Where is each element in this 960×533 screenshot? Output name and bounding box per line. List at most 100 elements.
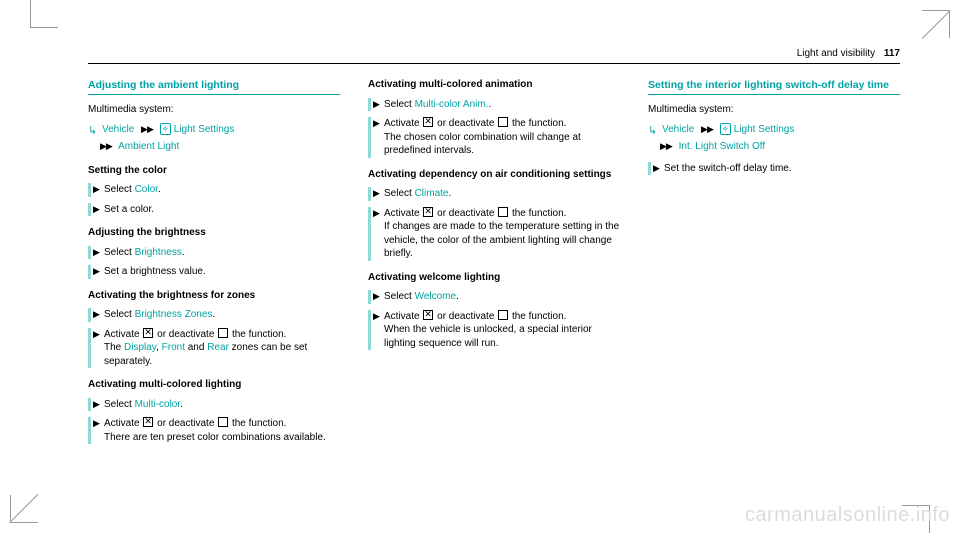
step: ▶Select Multi-color.: [88, 398, 340, 412]
page-content: Light and visibility 117 Adjusting the a…: [88, 48, 900, 503]
nav-sep-icon: ▶▶: [100, 141, 112, 151]
checkbox-off-icon: [218, 328, 228, 338]
checkbox-off-icon: [498, 207, 508, 217]
nav-arrow-icon: ↳: [648, 124, 657, 139]
step-text: Select: [104, 247, 135, 258]
menu-multicolor-anim: Multi-color Anim.: [415, 99, 489, 110]
nav-sep-icon: ▶▶: [701, 124, 713, 134]
step-text: or deactivate: [154, 418, 217, 429]
step: ▶Activate or deactivate the function.The…: [88, 328, 340, 369]
step-arrow-icon: ▶: [93, 203, 100, 215]
step-arrow-icon: ▶: [373, 290, 380, 302]
header-section: Light and visibility: [797, 48, 875, 59]
step-text: the function.: [229, 329, 286, 340]
step-text: Activate: [104, 418, 142, 429]
step: ▶Select Brightness Zones.: [88, 308, 340, 322]
step-text: Select: [104, 399, 135, 410]
watermark: carmanualsonline.info: [745, 504, 950, 527]
checkbox-on-icon: [143, 328, 153, 338]
step-arrow-icon: ▶: [93, 183, 100, 195]
nav-path: ↳ Vehicle ▶▶ ⟡ Light Settings: [648, 123, 900, 137]
step-text: Set a color.: [104, 204, 154, 215]
step-text: or deactivate: [434, 311, 497, 322]
column-1: Adjusting the ambient lighting Multimedi…: [88, 78, 340, 450]
zone-front: Front: [162, 342, 185, 353]
checkbox-on-icon: [143, 417, 153, 427]
step-text: Select: [104, 309, 135, 320]
subhead-zones: Activating the brightness for zones: [88, 289, 340, 303]
step-arrow-icon: ▶: [93, 308, 100, 320]
step-arrow-icon: ▶: [93, 417, 100, 429]
checkbox-off-icon: [498, 117, 508, 127]
step-arrow-icon: ▶: [373, 207, 380, 219]
step-text: or deactivate: [434, 118, 497, 129]
checkbox-off-icon: [218, 417, 228, 427]
step-text: or deactivate: [154, 329, 217, 340]
step-text: There are ten preset color combinations …: [104, 432, 326, 443]
section-title: Setting the interior lighting switch-off…: [648, 78, 900, 95]
step: ▶Select Climate.: [368, 187, 620, 201]
checkbox-off-icon: [498, 310, 508, 320]
step-text: When the vehicle is unlocked, a special …: [384, 324, 592, 349]
crop-mark-bl: [10, 495, 38, 523]
zone-display: Display: [124, 342, 156, 353]
nav-vehicle: Vehicle: [102, 124, 134, 135]
crop-mark-tl: [30, 0, 58, 28]
step-text: Set a brightness value.: [104, 266, 206, 277]
subhead-climate: Activating dependency on air conditionin…: [368, 168, 620, 182]
intro-text: Multimedia system:: [648, 103, 900, 117]
step-text: the function.: [509, 208, 566, 219]
step-text: the function.: [229, 418, 286, 429]
step-arrow-icon: ▶: [373, 98, 380, 110]
step-arrow-icon: ▶: [93, 265, 100, 277]
step-arrow-icon: ▶: [373, 117, 380, 129]
step-text: Select: [384, 188, 415, 199]
step-text: or deactivate: [434, 208, 497, 219]
step-text: Select: [104, 184, 135, 195]
step-text: Activate: [384, 311, 422, 322]
light-settings-icon: ⟡: [160, 123, 171, 135]
intro-text: Multimedia system:: [88, 103, 340, 117]
step: ▶Select Color.: [88, 183, 340, 197]
nav-vehicle: Vehicle: [662, 124, 694, 135]
subhead-brightness: Adjusting the brightness: [88, 226, 340, 240]
zone-rear: Rear: [207, 342, 229, 353]
crop-mark-tr: [922, 10, 950, 38]
step: ▶Activate or deactivate the function.Whe…: [368, 310, 620, 351]
step-arrow-icon: ▶: [93, 328, 100, 340]
menu-multicolor: Multi-color: [135, 399, 181, 410]
step-text: the function.: [509, 118, 566, 129]
nav-light-settings: Light Settings: [174, 124, 235, 135]
step-arrow-icon: ▶: [93, 246, 100, 258]
column-2: Activating multi-colored animation ▶Sele…: [368, 78, 620, 450]
nav-int-light: Int. Light Switch Off: [679, 141, 766, 152]
step: ▶Select Multi-color Anim..: [368, 98, 620, 112]
step-text: Set the switch-off delay time.: [664, 163, 792, 174]
subhead-welcome: Activating welcome lighting: [368, 271, 620, 285]
menu-brightness: Brightness: [135, 247, 182, 258]
step-arrow-icon: ▶: [373, 310, 380, 322]
menu-brightness-zones: Brightness Zones: [135, 309, 213, 320]
step-arrow-icon: ▶: [373, 187, 380, 199]
nav-light-settings: Light Settings: [734, 124, 795, 135]
checkbox-on-icon: [423, 207, 433, 217]
menu-color: Color: [135, 184, 158, 195]
nav-sep-icon: ▶▶: [660, 141, 672, 151]
step-text: and: [185, 342, 207, 353]
menu-welcome: Welcome: [415, 291, 457, 302]
step-arrow-icon: ▶: [653, 162, 660, 174]
step-text: The chosen color combination will change…: [384, 132, 581, 157]
nav-path-2: ▶▶ Int. Light Switch Off: [648, 140, 900, 154]
nav-ambient: Ambient Light: [118, 141, 179, 152]
light-settings-icon: ⟡: [720, 123, 731, 135]
column-3: Setting the interior lighting switch-off…: [648, 78, 900, 450]
nav-arrow-icon: ↳: [88, 124, 97, 139]
step: ▶ Set the switch-off delay time.: [648, 162, 900, 176]
section-title: Adjusting the ambient lighting: [88, 78, 340, 95]
step-text: Activate: [384, 118, 422, 129]
menu-climate: Climate: [415, 188, 449, 199]
step-text: Select: [384, 291, 415, 302]
checkbox-on-icon: [423, 310, 433, 320]
step: ▶ Activate or deactivate the function. The…: [88, 417, 340, 444]
page-header: Light and visibility 117: [88, 48, 900, 64]
